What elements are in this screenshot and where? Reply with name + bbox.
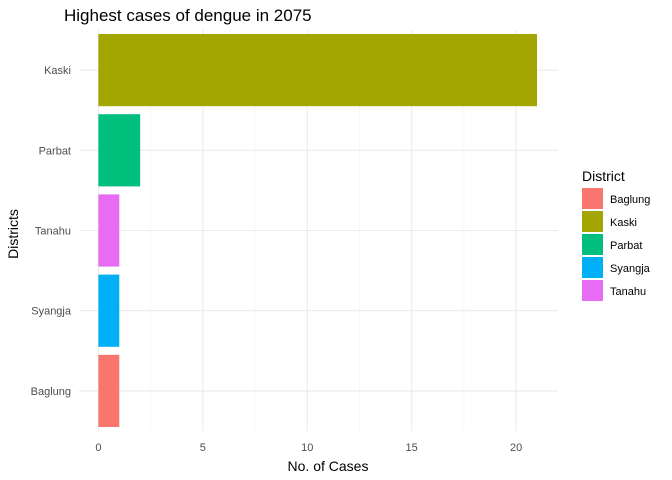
legend-item: Tanahu: [582, 280, 646, 301]
bar-syangja: [98, 274, 120, 347]
y-tick-label: Syangja: [31, 306, 72, 318]
y-axis-title: Districts: [5, 209, 21, 259]
bar-kaski: [98, 34, 538, 107]
x-tick-label: 0: [95, 442, 101, 454]
x-tick-label: 20: [510, 442, 522, 454]
y-tick-label: Baglung: [31, 386, 71, 398]
legend-label: Kaski: [610, 217, 637, 229]
x-tick-label: 10: [301, 442, 313, 454]
chart-title: Highest cases of dengue in 2075: [64, 6, 312, 25]
legend-item: Kaski: [582, 211, 637, 232]
legend-item: Syangja: [582, 257, 651, 278]
bar-baglung: [98, 354, 120, 427]
legend-title: District: [582, 168, 625, 184]
legend-swatch: [582, 234, 603, 255]
x-axis-title: No. of Cases: [288, 458, 369, 474]
legend-label: Syangja: [610, 263, 651, 275]
bar-parbat: [98, 114, 141, 187]
legend: District Baglung Kaski Parbat Syangja Tanahu: [582, 168, 651, 301]
legend-label: Baglung: [610, 194, 650, 206]
x-tick-labels: 0 5 10 15 20: [95, 442, 522, 454]
x-tick-label: 15: [406, 442, 418, 454]
legend-label: Parbat: [610, 240, 642, 252]
x-tick-label: 5: [200, 442, 206, 454]
bars: [98, 34, 538, 427]
legend-items: Baglung Kaski Parbat Syangja Tanahu: [582, 188, 651, 301]
legend-swatch: [582, 188, 603, 209]
y-tick-label: Kaski: [44, 65, 71, 77]
legend-swatch: [582, 257, 603, 278]
y-tick-labels: Baglung Syangja Tanahu Parbat Kaski: [31, 65, 72, 398]
legend-item: Parbat: [582, 234, 642, 255]
legend-swatch: [582, 211, 603, 232]
y-tick-label: Tanahu: [35, 226, 71, 238]
bar-tanahu: [98, 194, 120, 267]
y-tick-label: Parbat: [39, 145, 71, 157]
legend-swatch: [582, 280, 603, 301]
legend-item: Baglung: [582, 188, 650, 209]
legend-label: Tanahu: [610, 286, 646, 298]
